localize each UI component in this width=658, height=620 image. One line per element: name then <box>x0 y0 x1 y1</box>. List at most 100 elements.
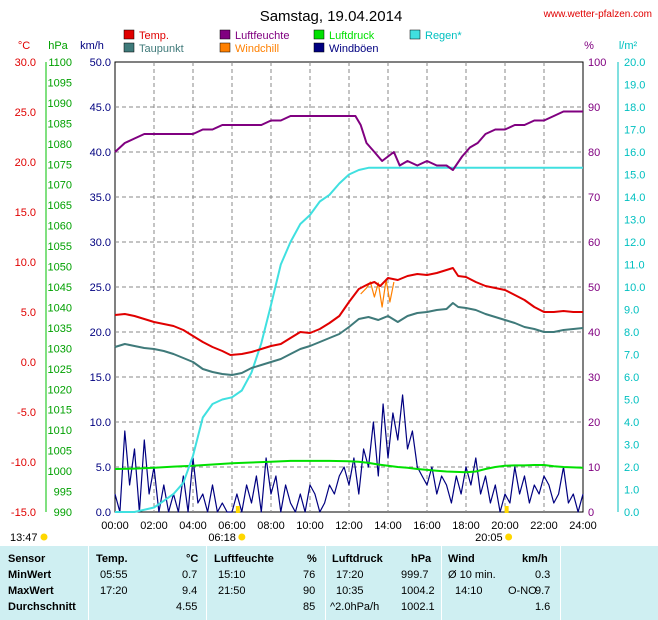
pressure-tick-label: 1040 <box>48 302 72 314</box>
stats-cell: 999.7 <box>401 569 429 581</box>
legend-label: Windchill <box>235 43 279 55</box>
temp-tick-label: 15.0 <box>15 207 36 219</box>
temp-tick-label: 10.0 <box>15 257 36 269</box>
wind-tick-label: 5.0 <box>96 462 111 474</box>
wind-tick-label: 30.0 <box>90 237 111 249</box>
humidity-tick-label: 30 <box>588 372 600 384</box>
stats-cell: Ø 10 min. <box>448 569 496 581</box>
pressure-tick-label: 1085 <box>48 118 72 130</box>
moon-icon <box>40 533 48 541</box>
pressure-tick-label: 1065 <box>48 200 72 212</box>
humidity-tick-label: 20 <box>588 417 600 429</box>
stats-header-pressure: Luftdruck <box>332 553 383 565</box>
pressure-tick-label: 1010 <box>48 425 72 437</box>
rain-tick-label: 20.0 <box>624 57 645 69</box>
stats-cell: 0.7 <box>182 569 198 581</box>
pressure-tick-label: 1015 <box>48 405 72 417</box>
stats-cell: 17:20 <box>100 585 128 597</box>
stats-cell: 10:35 <box>336 585 364 597</box>
rain-tick-label: 16.0 <box>624 147 645 159</box>
pressure-tick-label: 1100 <box>48 57 72 69</box>
stats-header-wind: Wind <box>448 553 475 565</box>
site-url: www.wetter-pfalzen.com <box>543 9 652 20</box>
pressure-tick-label: 1030 <box>48 343 72 355</box>
series-luftdruck <box>114 459 584 474</box>
stats-cell: 4.55 <box>176 601 198 613</box>
stats-cell: 0.3 <box>535 569 551 581</box>
rain-tick-label: 1.0 <box>624 485 639 497</box>
series-temp <box>114 267 583 356</box>
stats-header-pressure-unit: hPa <box>411 553 432 565</box>
pressure-tick-label: 1035 <box>48 323 72 335</box>
x-tick-label: 04:00 <box>179 520 207 532</box>
stats-cell: 76 <box>303 569 316 581</box>
wind-tick-label: 50.0 <box>90 57 111 69</box>
legend-swatch <box>219 42 231 53</box>
pressure-tick-label: 1080 <box>48 139 72 151</box>
rain-tick-label: 18.0 <box>624 102 645 114</box>
temp-tick-label: 5.0 <box>21 307 36 319</box>
rain-tick-label: 5.0 <box>624 395 639 407</box>
x-tick-label: 00:00 <box>101 520 129 532</box>
humidity-axis-unit: % <box>584 40 594 52</box>
legend-label: Luftdruck <box>329 30 375 42</box>
series-lines <box>114 110 584 513</box>
humidity-tick-label: 60 <box>588 237 600 249</box>
temp-tick-label: -5.0 <box>17 407 36 419</box>
temp-tick-label: 25.0 <box>15 107 36 119</box>
wind-tick-label: 15.0 <box>90 372 111 384</box>
x-tick-label: 22:00 <box>530 520 558 532</box>
legend-label: Windböen <box>329 43 379 55</box>
rain-tick-label: 17.0 <box>624 125 645 137</box>
pressure-tick-label: 1055 <box>48 241 72 253</box>
stats-row-label: MaxWert <box>8 585 54 597</box>
pressure-tick-label: 1095 <box>48 77 72 89</box>
x-tick-label: 16:00 <box>413 520 441 532</box>
x-tick-label: 14:00 <box>374 520 402 532</box>
humidity-tick-label: 70 <box>588 192 600 204</box>
rain-tick-label: 19.0 <box>624 80 645 92</box>
temp-tick-label: -15.0 <box>11 507 36 519</box>
series-windchill <box>360 279 395 308</box>
legend-swatch <box>219 29 231 40</box>
stats-cell: 1004.2 <box>401 585 435 597</box>
wind-tick-label: 10.0 <box>90 417 111 429</box>
pressure-axis-unit: hPa <box>48 40 68 52</box>
x-tick-label: 24:00 <box>569 520 597 532</box>
sun-markers: 13:47 06:18 20:05 <box>10 506 513 544</box>
sunset-marker <box>504 506 509 513</box>
rain-tick-label: 3.0 <box>624 440 639 452</box>
sunrise-label: 06:18 <box>208 532 236 544</box>
sunset-label: 20:05 <box>475 532 503 544</box>
wind-tick-label: 45.0 <box>90 102 111 114</box>
rain-tick-label: 4.0 <box>624 417 639 429</box>
stats-cell: 90 <box>303 585 316 597</box>
stats-cell: O-NO <box>508 585 537 597</box>
stats-cell: 85 <box>303 601 316 613</box>
rain-tick-label: 0.0 <box>624 507 639 519</box>
pressure-tick-label: 1020 <box>48 384 72 396</box>
stats-cell: 17:20 <box>336 569 364 581</box>
humidity-tick-label: 10 <box>588 462 600 474</box>
x-tick-label: 12:00 <box>335 520 363 532</box>
rain-tick-label: 15.0 <box>624 170 645 182</box>
humidity-tick-label: 100 <box>588 57 606 69</box>
series-regen <box>115 166 583 513</box>
temp-tick-label: 30.0 <box>15 57 36 69</box>
legend-label: Taupunkt <box>139 43 184 55</box>
legend-swatch <box>409 29 421 40</box>
stats-header-humidity-unit: % <box>307 553 317 565</box>
sun-icon <box>238 533 246 541</box>
rain-tick-label: 7.0 <box>624 350 639 362</box>
rain-tick-label: 14.0 <box>624 192 645 204</box>
wind-tick-label: 25.0 <box>90 282 111 294</box>
stats-header-wind-unit: km/h <box>522 553 548 565</box>
stats-cell: 14:10 <box>455 585 483 597</box>
pressure-tick-label: 1025 <box>48 364 72 376</box>
rain-tick-label: 6.0 <box>624 372 639 384</box>
legend-swatch <box>313 29 325 40</box>
pressure-tick-label: 990 <box>54 507 72 519</box>
pressure-tick-label: 1005 <box>48 446 72 458</box>
stats-cell: 9.4 <box>182 585 198 597</box>
